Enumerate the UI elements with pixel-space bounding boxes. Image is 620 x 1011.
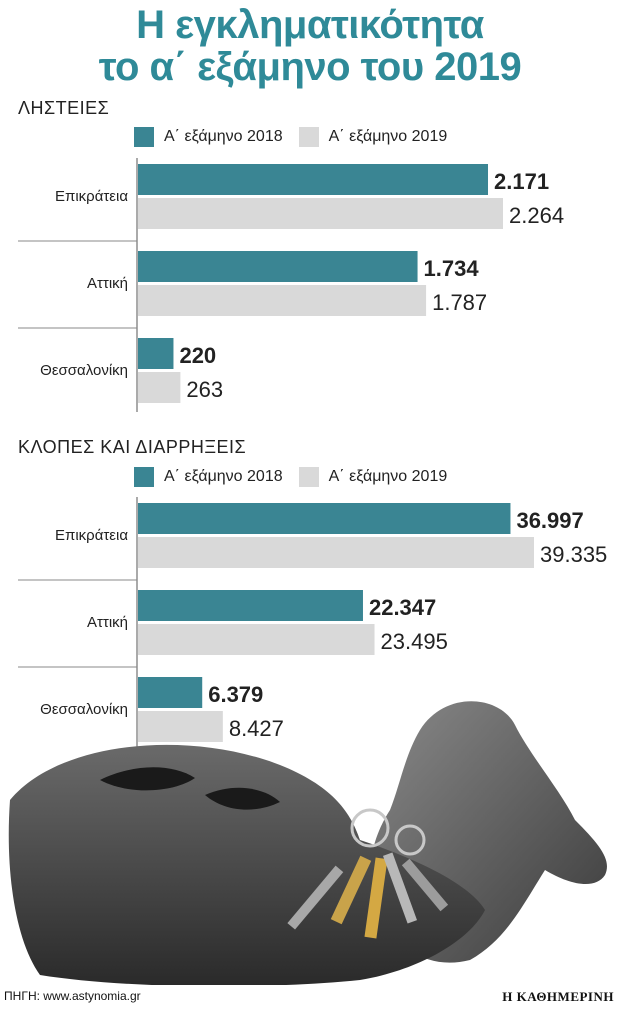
legend-swatch-2018: [134, 127, 154, 147]
category-label: Αττική: [87, 275, 128, 292]
data-label: 39.335: [540, 542, 607, 567]
robberies-chart: Επικράτεια 2.171 2.264 Αττική 1.734 1.787 Θεσσ…: [18, 158, 564, 412]
legend-label-2018: Α΄ εξάμηνο 2018: [164, 468, 283, 485]
robberies-section-title: ΛΗΣΤΕΙΕΣ: [18, 98, 110, 118]
thefts-legend: Α΄ εξάμηνο 2018 Α΄ εξάμηνο 2019: [134, 467, 463, 487]
data-label: 23.495: [381, 629, 448, 654]
data-label: 263: [186, 377, 223, 402]
bar-2018: [138, 338, 174, 369]
title-line-1: Η εγκληματικότητα: [136, 3, 484, 47]
source-note: ΠΗΓΗ: www.astynomia.gr: [4, 989, 141, 1003]
bar-2018: [138, 164, 489, 195]
category-label: Θεσσαλονίκη: [40, 701, 128, 718]
balaclava-gloves-keys-photo: [8, 701, 607, 985]
bar-2018: [138, 251, 418, 282]
data-label: 22.347: [369, 595, 436, 620]
data-label: 1.787: [432, 290, 487, 315]
bar-2018: [138, 677, 203, 708]
bar-2019: [138, 372, 181, 403]
category-label: Θεσσαλονίκη: [40, 362, 128, 379]
data-label: 220: [179, 343, 216, 368]
data-label: 2.264: [509, 203, 564, 228]
thefts-section-title: ΚΛΟΠΕΣ ΚΑΙ ΔΙΑΡΡΗΞΕΙΣ: [18, 437, 247, 457]
bar-2019: [138, 711, 223, 742]
data-label: 1.734: [424, 256, 480, 281]
thefts-chart: Επικράτεια 36.997 39.335 Αττική 22.347 23.495…: [18, 497, 607, 751]
data-label: 6.379: [208, 682, 263, 707]
data-label: 8.427: [229, 716, 284, 741]
bar-2019: [138, 198, 503, 229]
legend-label-2019: Α΄ εξάμηνο 2019: [328, 468, 448, 485]
data-label: 2.171: [494, 169, 549, 194]
publisher-logo: Η ΚΑΘΗΜΕΡΙΝΗ: [502, 989, 614, 1004]
legend-swatch-2019: [298, 467, 319, 487]
legend-swatch-2019: [298, 127, 319, 147]
data-label: 36.997: [516, 508, 583, 533]
legend-label-2019: Α΄ εξάμηνο 2019: [328, 128, 448, 145]
bar-2019: [138, 537, 534, 568]
bar-2019: [138, 624, 375, 655]
category-label: Αττική: [87, 614, 128, 631]
robberies-legend: Α΄ εξάμηνο 2018 Α΄ εξάμηνο 2019: [134, 127, 463, 147]
legend-label-2018: Α΄ εξάμηνο 2018: [164, 128, 283, 145]
bar-2018: [138, 503, 511, 534]
category-label: Επικράτεια: [55, 527, 128, 544]
bar-2018: [138, 590, 363, 621]
bar-2019: [138, 285, 427, 316]
title-line-2: το α΄ εξάμηνο του 2019: [98, 45, 522, 89]
legend-swatch-2018: [134, 467, 154, 487]
category-label: Επικράτεια: [55, 188, 128, 205]
